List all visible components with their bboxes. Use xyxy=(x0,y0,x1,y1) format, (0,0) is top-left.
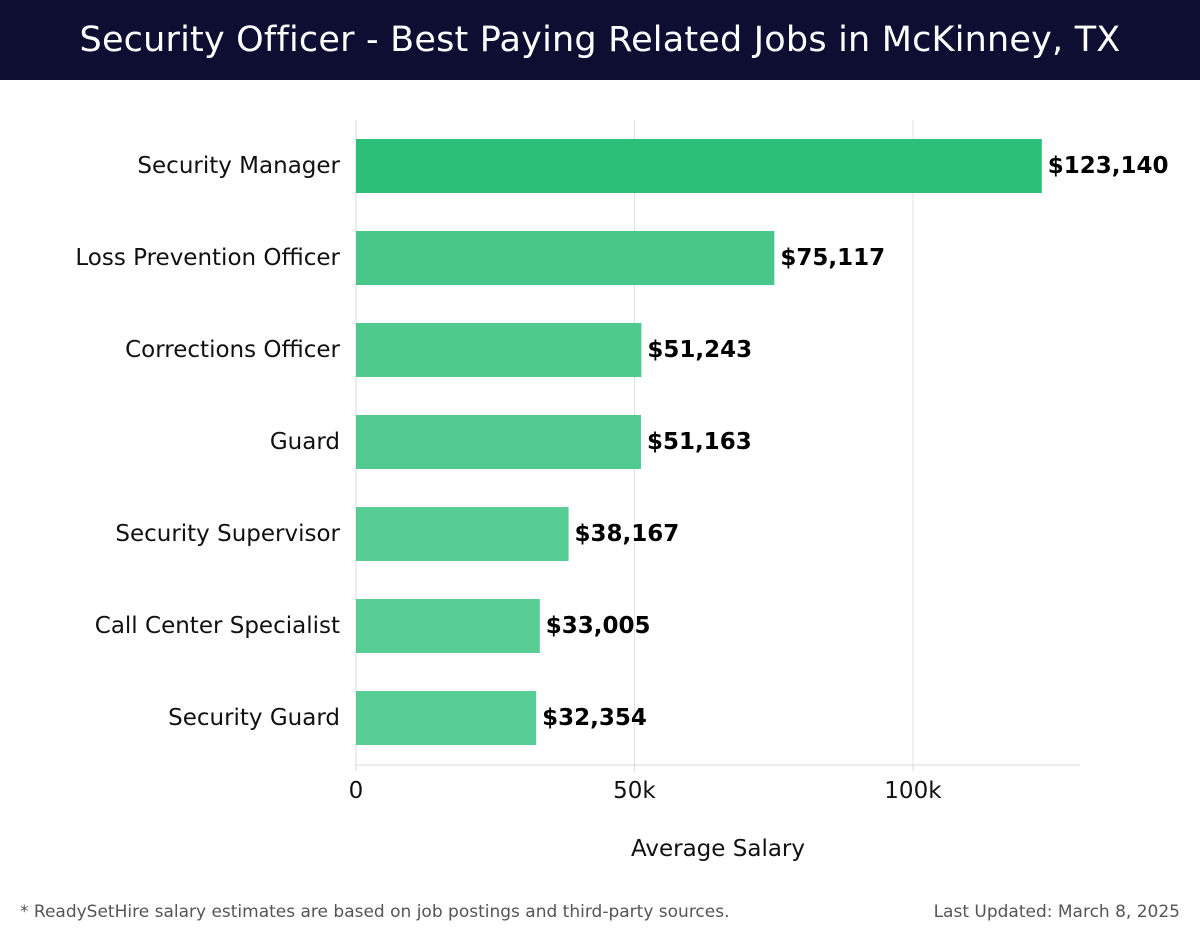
category-label-2: Corrections Officer xyxy=(125,337,340,363)
category-label-4: Security Supervisor xyxy=(115,521,340,547)
category-label-0: Security Manager xyxy=(137,153,340,179)
x-tick-label-0: 0 xyxy=(349,778,364,804)
bar-chart: Security Manager Loss Prevention Officer C… xyxy=(75,120,1169,862)
value-label-4: $38,167 xyxy=(575,521,680,547)
value-label-3: $51,163 xyxy=(647,429,752,455)
category-labels: Security Manager Loss Prevention Officer C… xyxy=(75,153,340,731)
x-tick-label-1: 50k xyxy=(613,778,656,804)
chart-header: Security Officer - Best Paying Related J… xyxy=(0,0,1200,80)
value-label-2: $51,243 xyxy=(647,337,752,363)
bar-2 xyxy=(356,323,642,377)
value-label-1: $75,117 xyxy=(780,245,885,271)
value-labels: $123,140 $75,117 $51,243 $51,163 $38,167 $33,… xyxy=(542,153,1168,731)
bar-4 xyxy=(356,507,569,561)
chart-title: Security Officer - Best Paying Related J… xyxy=(79,20,1121,60)
bar-3 xyxy=(356,415,641,469)
category-label-6: Security Guard xyxy=(168,705,340,731)
bar-1 xyxy=(356,231,775,285)
x-axis-label: Average Salary xyxy=(631,836,805,862)
x-tick-labels: 0 50k 100k xyxy=(349,778,943,804)
category-label-3: Guard xyxy=(270,429,340,455)
x-tick-label-2: 100k xyxy=(884,778,942,804)
bar-5 xyxy=(356,599,540,653)
bar-0 xyxy=(356,139,1042,193)
footnote: * ReadySetHire salary estimates are base… xyxy=(20,902,730,922)
category-label-5: Call Center Specialist xyxy=(95,613,340,639)
last-updated: Last Updated: March 8, 2025 xyxy=(933,902,1180,922)
bars xyxy=(356,139,1042,745)
value-label-6: $32,354 xyxy=(542,705,647,731)
bar-6 xyxy=(356,691,537,745)
category-label-1: Loss Prevention Officer xyxy=(75,245,340,271)
value-label-5: $33,005 xyxy=(546,613,651,639)
value-label-0: $123,140 xyxy=(1048,153,1169,179)
